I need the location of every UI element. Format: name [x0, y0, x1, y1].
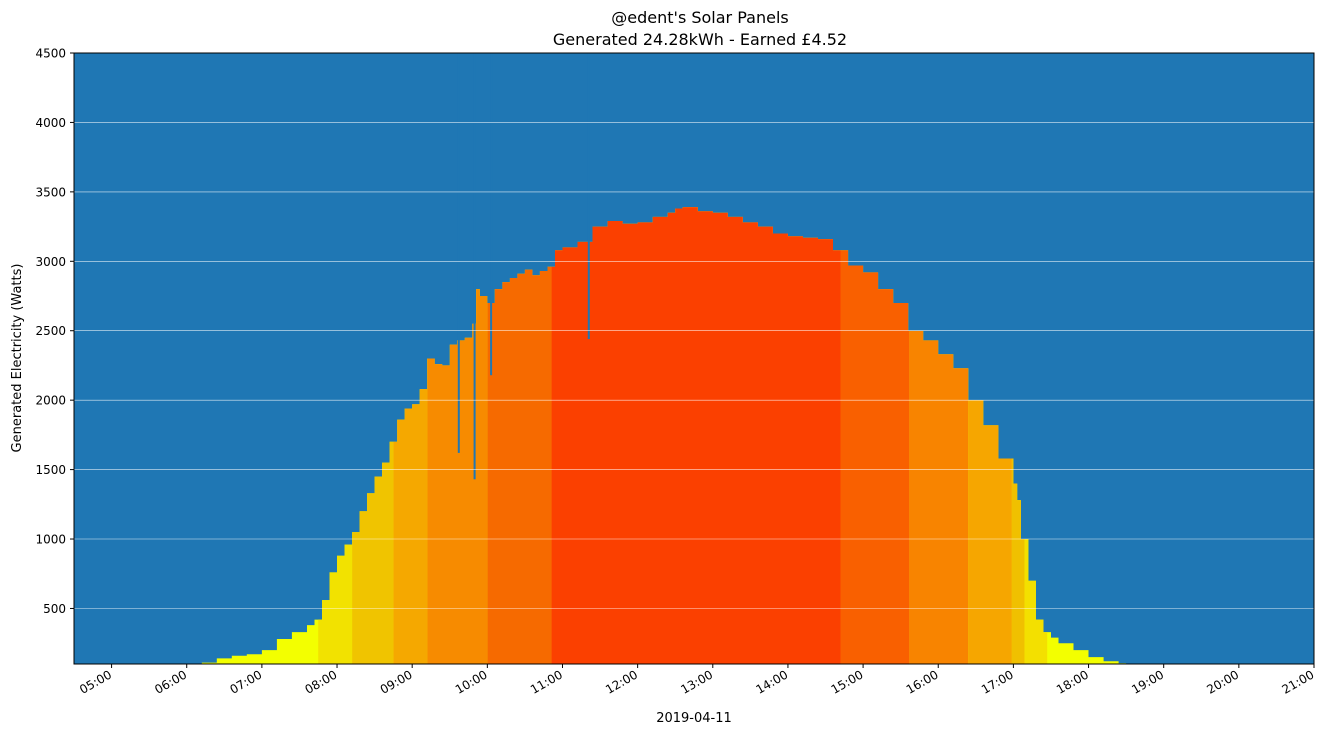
x-tick-label: 08:00: [303, 667, 340, 696]
color-band: [551, 207, 841, 664]
y-axis: 500 1000 1500 2000 2500 3000 3500 4000 4500: [35, 47, 74, 616]
x-tick-label: 14:00: [753, 667, 790, 696]
x-axis-label: 2019-04-11: [656, 711, 732, 726]
x-tick-label: 07:00: [227, 667, 264, 696]
y-tick-label: 500: [43, 602, 66, 616]
dropout: [490, 53, 493, 376]
y-tick-label: 1500: [35, 463, 66, 477]
y-tick-label: 1000: [35, 533, 66, 547]
y-tick-label: 3500: [35, 185, 66, 199]
x-tick-label: 17:00: [979, 667, 1016, 696]
x-tick-label: 21:00: [1280, 667, 1317, 696]
x-tick-label: 05:00: [77, 667, 114, 696]
x-tick-label: 16:00: [904, 667, 941, 696]
x-tick-label: 13:00: [678, 667, 715, 696]
x-tick-label: 09:00: [378, 667, 415, 696]
x-tick-label: 10:00: [453, 667, 490, 696]
dropout: [473, 53, 476, 480]
x-axis: 05:00 06:00 07:00 08:00 09:00 10:00 11:00 12:00…: [77, 664, 1317, 697]
x-tick-label: 06:00: [152, 667, 189, 696]
y-tick-label: 2500: [35, 324, 66, 338]
dropout: [587, 53, 590, 340]
plot-frame: [73, 52, 1315, 665]
x-tick-label: 15:00: [829, 667, 866, 696]
chart-title: @edent's Solar Panels: [611, 8, 788, 27]
chart-subtitle: Generated 24.28kWh - Earned £4.52: [553, 30, 847, 49]
grid-lines: [74, 53, 1314, 609]
x-tick-label: 12:00: [603, 667, 640, 696]
y-tick-label: 4500: [35, 47, 66, 61]
x-tick-label: 18:00: [1054, 667, 1091, 696]
dropout: [457, 53, 460, 453]
x-tick-label: 20:00: [1204, 667, 1241, 696]
x-tick-label: 11:00: [528, 667, 565, 696]
x-tick-label: 19:00: [1129, 667, 1166, 696]
y-axis-label: Generated Electricity (Watts): [10, 264, 25, 453]
y-tick-label: 3000: [35, 255, 66, 269]
y-tick-label: 2000: [35, 394, 66, 408]
y-tick-label: 4000: [35, 116, 66, 130]
